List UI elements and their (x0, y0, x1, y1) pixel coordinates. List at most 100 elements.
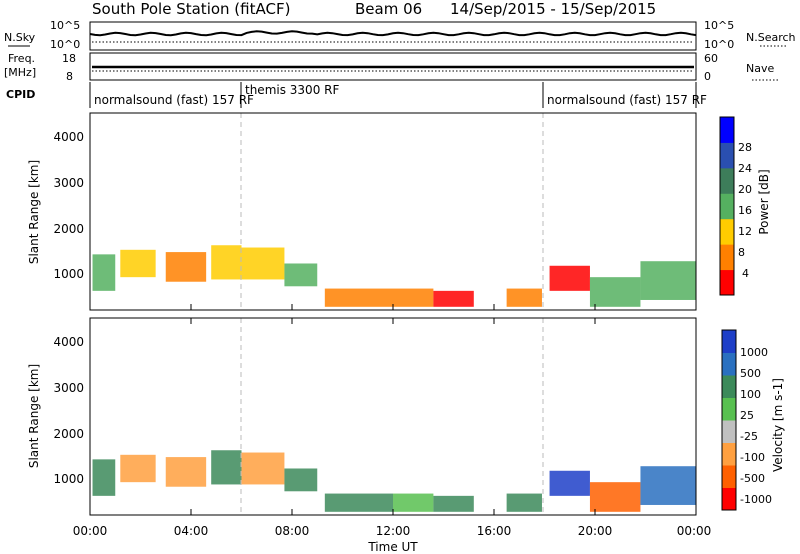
station-title: South Pole Station (fitACF) (92, 0, 290, 18)
nave-label: Nave (746, 62, 774, 75)
power-cb-28: 28 (738, 141, 752, 154)
colorbar-swatch (720, 193, 734, 220)
velocity-ytick-4000: 4000 (53, 335, 84, 349)
nsky-panel (89, 21, 697, 51)
xtick-6: 00:00 (677, 524, 712, 538)
colorbar-swatch (722, 375, 736, 398)
data-cell-9 (506, 288, 542, 307)
freq-tick-low: 8 (66, 70, 73, 83)
data-cell-4 (241, 247, 285, 280)
data-cell-6 (324, 493, 393, 512)
data-cell-2 (165, 457, 207, 487)
data-cell-7 (393, 493, 434, 512)
velocity-ytick-2000: 2000 (53, 427, 84, 441)
velocity-cb-25: 25 (740, 409, 754, 422)
nsky-tick-low: 10^0 (50, 38, 80, 51)
velocity-cb-neg25: -25 (740, 430, 758, 443)
velocity-cb-neg100: -100 (740, 451, 765, 464)
power-ytick-2000: 2000 (53, 222, 84, 236)
data-cell-8 (433, 495, 474, 512)
colorbar-swatch (722, 442, 736, 466)
nave-tick-low: 0 (704, 70, 711, 83)
nsearch-tick-high: 10^5 (704, 19, 734, 32)
xtick-1: 04:00 (174, 524, 209, 538)
power-ytick-4000: 4000 (53, 130, 84, 144)
freq-panel (89, 52, 697, 81)
colorbar-swatch (722, 352, 736, 376)
nsearch-tick-low: 10^0 (704, 38, 734, 51)
colorbar-frame (719, 116, 735, 296)
nave-tick-high: 60 (704, 52, 718, 65)
power-data (92, 245, 696, 307)
velocity-ylabel: Slant Range [km] (27, 364, 41, 468)
power-cb-12: 12 (738, 225, 752, 238)
data-cell-3 (211, 450, 242, 485)
colorbar-swatch (720, 167, 734, 194)
power-panel (89, 112, 697, 311)
data-cell-9 (506, 493, 542, 512)
data-cell-3 (211, 245, 242, 280)
data-cell-0 (92, 254, 116, 291)
xtick-2: 08:00 (275, 524, 310, 538)
colorbar-swatch (720, 117, 734, 143)
nsky-label: N.Sky (4, 31, 36, 44)
power-cb-20: 20 (738, 183, 752, 196)
velocity-cb-1000: 1000 (740, 346, 768, 359)
freq-unit: [MHz] (4, 66, 36, 79)
nsearch-label: N.Search (746, 31, 796, 44)
data-cell-1 (120, 249, 156, 278)
cpid-segment-1: normalsound (fast) 157 RF (94, 93, 254, 107)
power-cb-16: 16 (738, 204, 752, 217)
cpid-segment-3: normalsound (fast) 157 RF (547, 93, 707, 107)
xtick-3: 12:00 (376, 524, 411, 538)
xtick-0: 00:00 (73, 524, 108, 538)
velocity-cb-label: Velocity [m s-1] (771, 378, 785, 472)
velocity-panel (89, 317, 697, 516)
power-cb-label: Power [dB] (757, 169, 771, 234)
xtick-4: 16:00 (477, 524, 512, 538)
velocity-ytick-1000: 1000 (53, 472, 84, 486)
data-cell-1 (120, 454, 156, 483)
cpid-label: CPID (6, 88, 35, 101)
data-cell-10 (549, 470, 590, 496)
colorbar-swatch (722, 487, 736, 511)
colorbar-swatch (720, 269, 734, 296)
velocity-data (92, 450, 696, 512)
data-cell-5 (284, 263, 318, 287)
date-range: 14/Sep/2015 - 15/Sep/2015 (450, 0, 656, 18)
data-cell-6 (324, 288, 393, 307)
data-cell-5 (284, 468, 318, 492)
data-cell-10 (549, 265, 590, 291)
data-cell-11 (589, 482, 641, 512)
velocity-cb-neg1000: -1000 (740, 493, 772, 506)
colorbar-swatch (720, 142, 734, 169)
power-ytick-3000: 3000 (53, 176, 84, 190)
power-ylabel: Slant Range [km] (27, 160, 41, 264)
data-cell-0 (92, 459, 116, 496)
xtick-5: 20:00 (578, 524, 613, 538)
power-cb-8: 8 (738, 246, 745, 259)
freq-tick-high: 18 (62, 52, 76, 65)
power-colorbar (719, 116, 735, 296)
nsky-tick-high: 10^5 (50, 19, 80, 32)
velocity-cb-500: 500 (740, 367, 761, 380)
colorbar-swatch (722, 330, 736, 353)
data-cell-2 (165, 252, 207, 282)
freq-label: Freq. (8, 52, 35, 65)
beam-label: Beam 06 (355, 0, 422, 18)
cpid-segment-2: themis 3300 RF (245, 83, 339, 97)
power-cb-4: 4 (742, 267, 749, 280)
power-cb-24: 24 (738, 162, 752, 175)
nsky-trace (89, 30, 697, 37)
data-cell-7 (393, 288, 434, 307)
velocity-ytick-3000: 3000 (53, 381, 84, 395)
data-cell-4 (241, 452, 285, 485)
velocity-cb-100: 100 (740, 388, 761, 401)
velocity-cb-neg500: -500 (740, 472, 765, 485)
colorbar-frame (721, 329, 737, 511)
x-axis (89, 304, 697, 515)
xaxis-label: Time UT (367, 540, 418, 554)
data-cell-8 (433, 290, 474, 307)
colorbar-swatch (722, 397, 736, 421)
